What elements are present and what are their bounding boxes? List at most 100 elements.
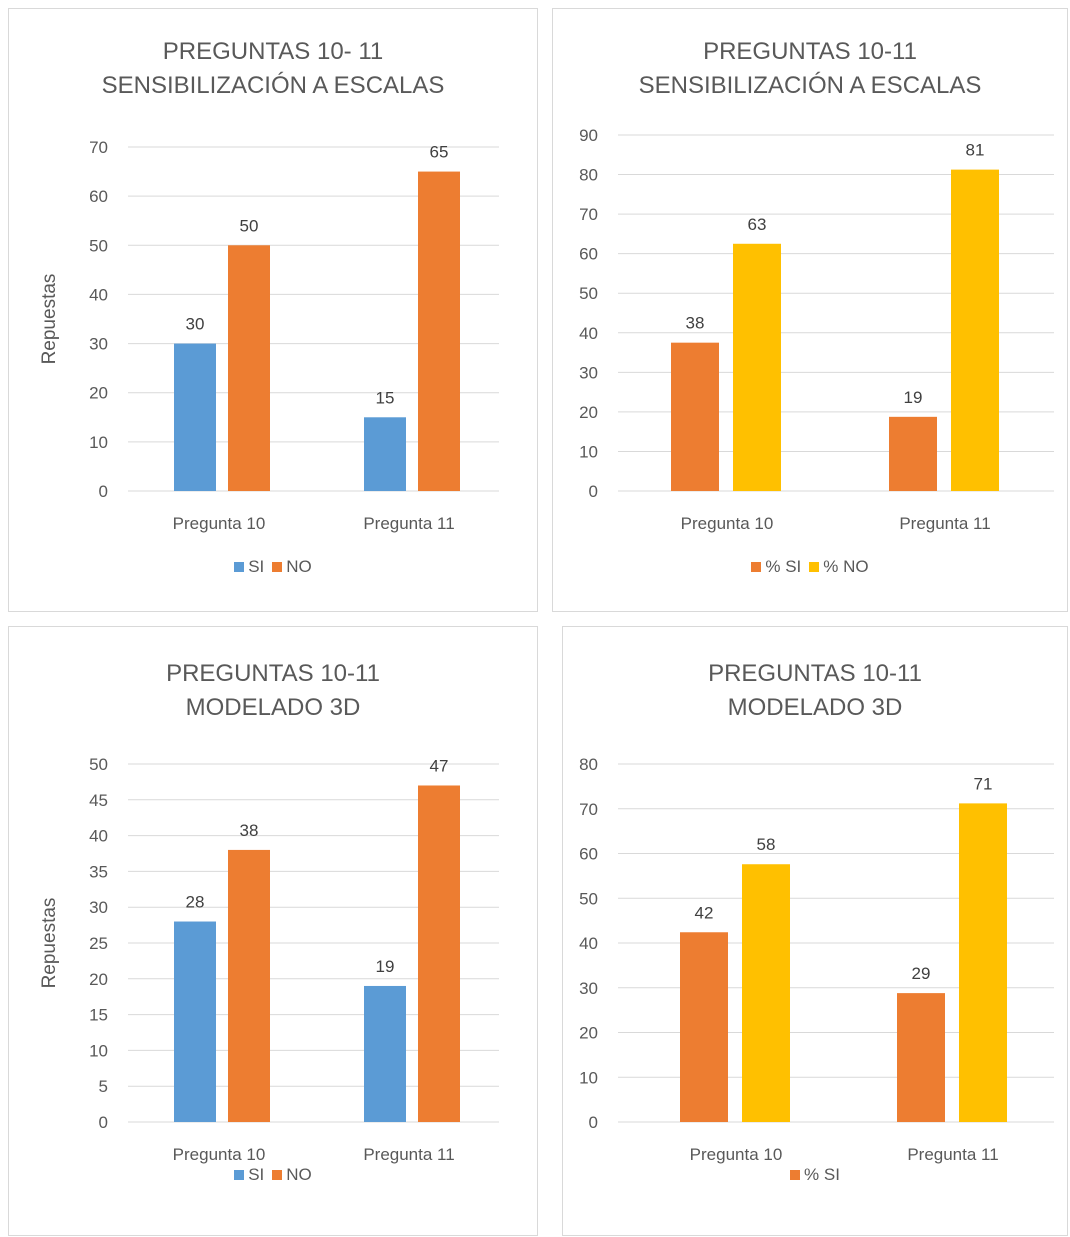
data-label: 28 (186, 893, 205, 912)
chart-panel-3: PREGUNTAS 10-11 MODELADO 3D 0 5 10 15 20 25 30 35… (8, 626, 538, 1236)
x-tick-label: Pregunta 11 (363, 514, 454, 533)
legend-item: % SI (751, 557, 801, 577)
y-tick-label: 30 (579, 363, 598, 382)
chart-panel-2: PREGUNTAS 10-11 SENSIBILIZACIÓN A ESCALAS… (552, 8, 1068, 612)
bar (228, 849, 270, 1122)
y-axis-label: Repuestas (39, 898, 60, 989)
chart-title-line: PREGUNTAS 10-11 (703, 38, 917, 65)
legend-item: NO (272, 1165, 312, 1185)
y-tick-label: 5 (99, 1077, 108, 1096)
chart-panel-4: PREGUNTAS 10-11 MODELADO 3D 0 10 20 30 40 50 60 7… (562, 626, 1068, 1236)
bar (897, 993, 945, 1122)
data-label: 71 (974, 774, 993, 793)
y-tick-label: 20 (579, 403, 598, 422)
chart-title-line: PREGUNTAS 10- 11 (162, 38, 384, 65)
bar (228, 245, 270, 491)
bar (364, 417, 406, 491)
data-label: 63 (748, 215, 767, 234)
y-tick-label: 80 (579, 166, 598, 185)
legend-label: NO (286, 557, 312, 576)
y-tick-label: 70 (579, 205, 598, 224)
y-tick-label: 10 (579, 1068, 598, 1087)
y-tick-label: 90 (579, 126, 598, 145)
data-label: 81 (966, 141, 985, 160)
data-label: 19 (376, 957, 395, 976)
data-label: 58 (757, 835, 776, 854)
legend-item: SI (234, 557, 264, 577)
chart-svg: 0 10 20 30 40 50 60 70 80 42 29 58 71 Pregunta 10 Preg… (579, 755, 1054, 1164)
y-tick-label: 0 (589, 1113, 598, 1132)
data-label: 38 (240, 821, 259, 840)
legend-swatch (809, 562, 820, 572)
bar (951, 169, 999, 491)
bar (174, 343, 216, 491)
chart-title-line: SENSIBILIZACIÓN A ESCALAS (638, 72, 982, 99)
chart-title: PREGUNTAS 10- 11 SENSIBILIZACIÓN A ESCALA… (9, 35, 537, 103)
y-tick-label: 30 (579, 979, 598, 998)
chart-title-line: PREGUNTAS 10-11 (708, 660, 922, 687)
y-tick-label: 20 (89, 970, 108, 989)
bar (174, 921, 216, 1122)
y-tick-label: 50 (89, 755, 108, 774)
y-tick-label: 10 (89, 433, 108, 452)
y-tick-label: 10 (89, 1041, 108, 1060)
x-tick-label: Pregunta 10 (690, 1145, 783, 1164)
chart-svg: 0 10 20 30 40 50 60 70 Repuestas 30 15 50 65 Pregunta… (39, 138, 499, 533)
y-tick-label: 25 (89, 934, 108, 953)
data-label: 29 (912, 964, 931, 983)
legend-item: SI (234, 1165, 264, 1185)
x-tick-label: Pregunta 11 (907, 1145, 998, 1164)
legend-item: % SI (790, 1165, 840, 1185)
y-tick-label: 10 (579, 442, 598, 461)
bar (889, 416, 937, 491)
legend: % SI (563, 1165, 1067, 1185)
data-label: 65 (430, 143, 449, 162)
y-tick-label: 30 (89, 898, 108, 917)
bar (364, 985, 406, 1122)
y-tick-label: 60 (579, 845, 598, 864)
chart-svg: 0 10 20 30 40 50 60 70 80 90 38 19 63 81 Pregunta 10 Pr… (579, 126, 1054, 533)
y-tick-label: 35 (89, 862, 108, 881)
legend-label: % NO (823, 557, 869, 576)
legend-item: % NO (809, 557, 869, 577)
y-tick-label: 40 (89, 827, 108, 846)
x-tick-label: Pregunta 10 (173, 514, 266, 533)
y-tick-label: 15 (89, 1006, 108, 1025)
y-tick-label: 30 (89, 335, 108, 354)
y-tick-label: 40 (89, 285, 108, 304)
legend: SI NO (9, 1165, 537, 1185)
y-tick-label: 50 (579, 889, 598, 908)
y-tick-label: 0 (99, 482, 108, 501)
y-tick-label: 20 (579, 1024, 598, 1043)
y-tick-label: 50 (89, 236, 108, 255)
legend-swatch (234, 562, 245, 572)
chart-title-line: SENSIBILIZACIÓN A ESCALAS (101, 72, 445, 99)
y-axis-label: Repuestas (39, 274, 60, 365)
legend-label: % SI (804, 1165, 840, 1184)
data-label: 15 (376, 388, 395, 407)
chart-title: PREGUNTAS 10-11 MODELADO 3D (9, 657, 537, 725)
y-tick-label: 70 (89, 138, 108, 157)
legend: % SI % NO (553, 557, 1067, 577)
y-tick-label: 40 (579, 934, 598, 953)
y-tick-label: 80 (579, 755, 598, 774)
legend-swatch (790, 1170, 801, 1180)
bar (742, 864, 790, 1122)
y-tick-label: 20 (89, 384, 108, 403)
data-label: 30 (186, 315, 205, 334)
y-tick-label: 60 (579, 245, 598, 264)
legend-swatch (234, 1170, 245, 1180)
legend-label: SI (248, 557, 265, 576)
data-label: 19 (904, 388, 923, 407)
chart-title: PREGUNTAS 10-11 SENSIBILIZACIÓN A ESCALAS (553, 35, 1067, 103)
legend-label: NO (286, 1165, 312, 1184)
y-tick-label: 60 (89, 187, 108, 206)
legend-label: % SI (765, 557, 802, 576)
bar (733, 243, 781, 491)
x-tick-label: Pregunta 11 (899, 514, 990, 533)
y-tick-label: 45 (89, 791, 108, 810)
data-label: 42 (695, 903, 714, 922)
chart-svg: 0 5 10 15 20 25 30 35 40 45 50 Repuestas 28 19 38 47 Pre… (39, 755, 499, 1164)
legend-item: NO (272, 557, 312, 577)
legend-swatch (272, 1170, 283, 1180)
